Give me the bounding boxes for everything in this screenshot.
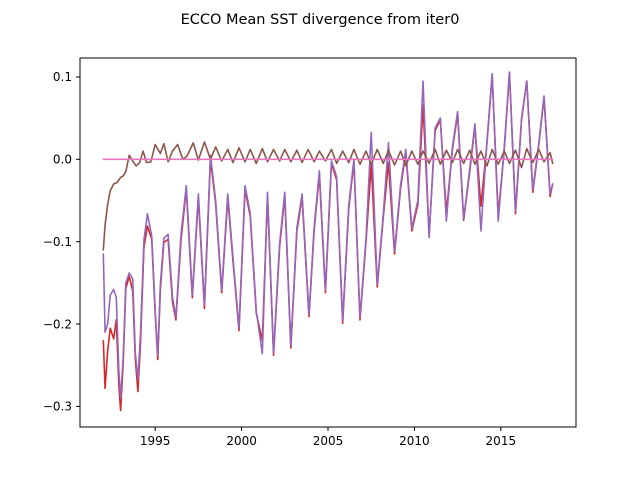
chart-title: ECCO Mean SST divergence from iter0 — [181, 12, 460, 28]
x-axis: 1995 2000 2005 2010 2015 — [140, 427, 516, 448]
x-tick-label: 2015 — [486, 434, 517, 448]
plot-frame — [79, 57, 577, 428]
y-axis: −0.3 −0.2 −0.1 0.0 0.1 — [43, 70, 80, 414]
x-tick-label: 2010 — [399, 434, 430, 448]
x-tick-label: 2005 — [313, 434, 344, 448]
y-tick-label: −0.1 — [43, 235, 72, 249]
series-layer — [102, 71, 554, 412]
y-tick-label: −0.3 — [43, 400, 72, 414]
series-line-2 — [102, 71, 554, 399]
x-tick-label: 2000 — [226, 434, 257, 448]
series-line-3 — [102, 141, 554, 251]
y-tick-label: 0.1 — [53, 70, 72, 84]
x-tick-label: 1995 — [140, 434, 171, 448]
y-tick-label: 0.0 — [53, 153, 72, 167]
y-tick-label: −0.2 — [43, 317, 72, 331]
